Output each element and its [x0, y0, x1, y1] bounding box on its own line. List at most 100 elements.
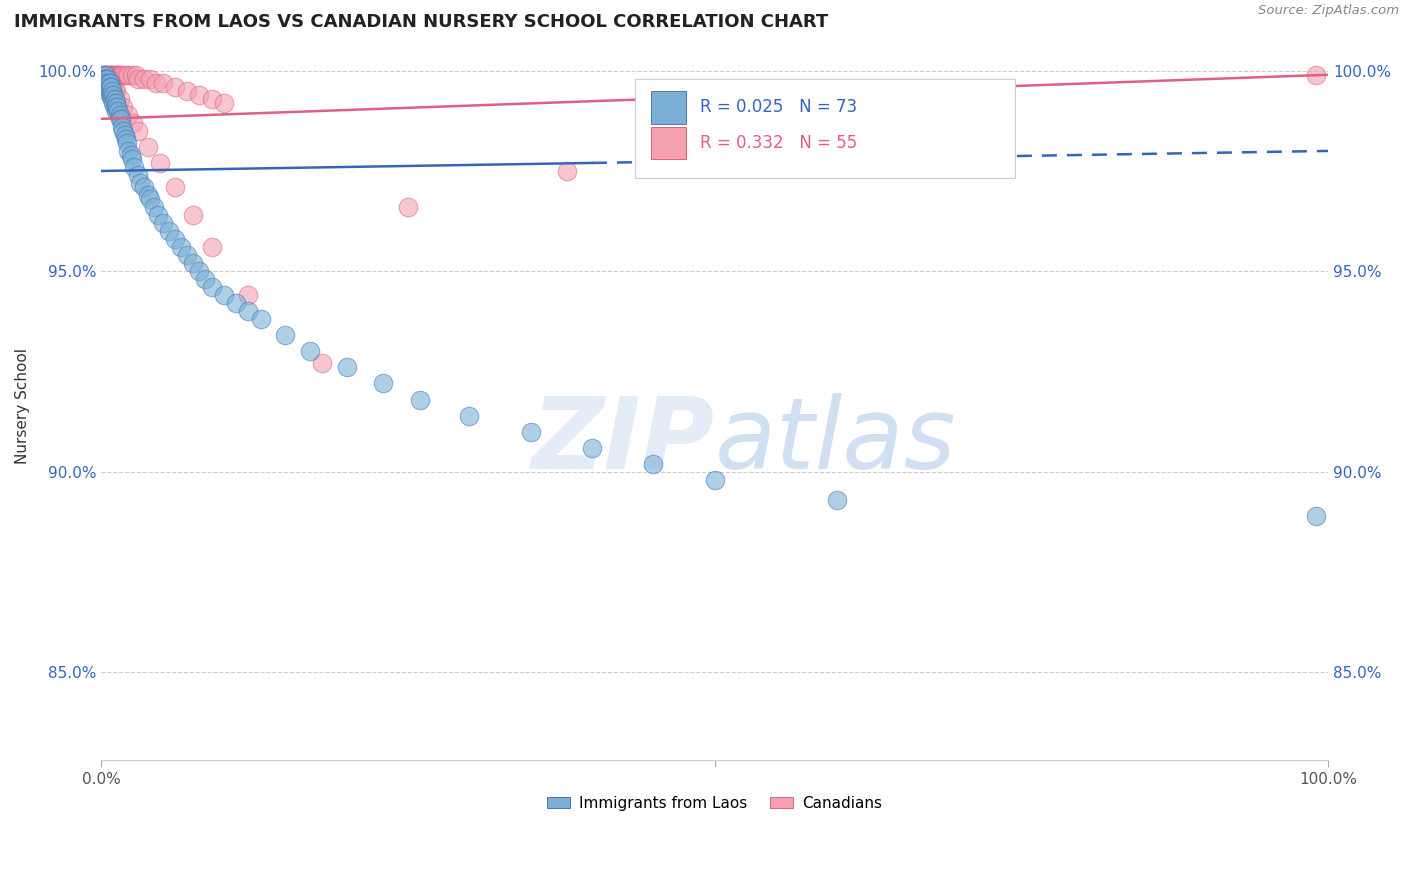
Point [93, 68, 115, 82]
Point [108, 112, 131, 126]
Point [117, 108, 139, 122]
Point [94, 71, 117, 86]
Point [136, 188, 159, 202]
Point [170, 240, 193, 254]
Point [103, 68, 125, 82]
Point [107, 68, 129, 82]
Point [127, 71, 149, 86]
Point [1305, 68, 1327, 82]
Point [124, 160, 146, 174]
Point [225, 296, 247, 310]
Point [96, 71, 118, 86]
Point [98, 68, 121, 82]
Point [112, 124, 135, 138]
Point [181, 208, 204, 222]
Text: R = 0.025   N = 73: R = 0.025 N = 73 [700, 98, 858, 117]
Point [94, 68, 117, 82]
Point [111, 120, 134, 134]
FancyBboxPatch shape [651, 91, 686, 124]
Point [703, 473, 725, 487]
Point [145, 76, 167, 90]
Point [91, 68, 114, 82]
Point [97, 84, 120, 98]
Point [115, 136, 138, 150]
Point [94, 68, 117, 82]
Point [176, 84, 198, 98]
Point [94, 68, 117, 82]
Point [97, 71, 120, 86]
Point [373, 376, 395, 391]
Point [97, 76, 120, 90]
Point [139, 192, 162, 206]
Point [827, 492, 849, 507]
Text: atlas: atlas [714, 392, 956, 490]
Point [93, 76, 115, 90]
Point [104, 95, 127, 110]
Point [188, 87, 211, 102]
Point [104, 92, 127, 106]
Point [100, 68, 122, 82]
Point [149, 156, 172, 170]
Point [249, 312, 271, 326]
Point [105, 68, 128, 82]
Point [104, 84, 127, 98]
Y-axis label: Nursery School: Nursery School [15, 348, 30, 464]
Point [201, 92, 224, 106]
Point [105, 100, 128, 114]
Point [336, 360, 359, 375]
Point [94, 68, 117, 82]
Point [108, 92, 131, 106]
Point [212, 95, 235, 110]
Point [188, 264, 211, 278]
Point [121, 152, 143, 166]
Point [201, 240, 224, 254]
Point [127, 168, 149, 182]
Point [298, 344, 321, 359]
Point [100, 79, 122, 94]
Point [114, 132, 136, 146]
Point [98, 76, 121, 90]
Point [163, 79, 186, 94]
Point [110, 68, 132, 82]
Point [110, 112, 132, 126]
Point [117, 68, 139, 82]
Point [104, 68, 127, 82]
Point [152, 76, 174, 90]
Point [163, 180, 186, 194]
Point [129, 176, 152, 190]
Point [274, 328, 297, 343]
Point [103, 79, 125, 94]
Point [94, 76, 117, 90]
Point [96, 79, 118, 94]
Point [142, 200, 165, 214]
Point [103, 95, 125, 110]
Point [194, 272, 217, 286]
Point [124, 68, 146, 82]
Point [201, 280, 224, 294]
Point [311, 356, 333, 370]
Legend: Immigrants from Laos, Canadians: Immigrants from Laos, Canadians [541, 789, 889, 816]
Point [238, 304, 260, 318]
Point [96, 71, 118, 86]
Point [101, 79, 124, 94]
Point [108, 68, 131, 82]
Point [104, 68, 127, 82]
Text: R = 0.332   N = 55: R = 0.332 N = 55 [700, 134, 858, 152]
Point [152, 216, 174, 230]
Point [146, 208, 169, 222]
Point [120, 148, 142, 162]
Point [98, 76, 121, 90]
Point [396, 200, 419, 214]
Point [122, 116, 145, 130]
Point [134, 180, 156, 194]
Point [114, 128, 136, 142]
Point [519, 425, 541, 439]
Point [112, 100, 135, 114]
Point [127, 124, 149, 138]
Point [181, 256, 204, 270]
Point [97, 68, 120, 82]
Point [117, 144, 139, 158]
Point [94, 71, 117, 86]
Point [101, 92, 124, 106]
Point [104, 100, 127, 114]
